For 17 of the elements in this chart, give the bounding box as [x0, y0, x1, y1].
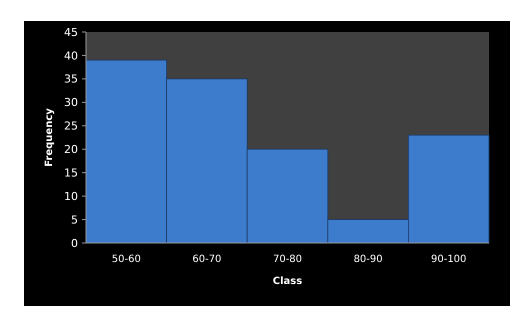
y-tick-label: 20 — [64, 143, 78, 156]
y-tick-label: 10 — [64, 190, 78, 203]
x-tick-label: 90-100 — [430, 254, 466, 265]
y-tick-label: 45 — [64, 26, 78, 39]
x-tick-label: 70-80 — [272, 254, 302, 265]
y-tick-label: 40 — [64, 49, 78, 62]
y-tick-label: 5 — [71, 213, 78, 226]
x-tick-label: 80-90 — [354, 254, 383, 265]
x-tick-label: 50-60 — [112, 254, 141, 265]
y-tick-label: 0 — [71, 236, 78, 250]
y-tick-label: 30 — [64, 96, 78, 110]
y-tick-label: 15 — [64, 166, 78, 180]
y-axis-title: Frequency — [44, 108, 55, 167]
y-tick-label: 35 — [64, 72, 78, 86]
x-tick-label: 60-70 — [192, 254, 222, 265]
x-axis-title: Class — [272, 276, 302, 287]
y-tick-label: 25 — [64, 120, 78, 133]
